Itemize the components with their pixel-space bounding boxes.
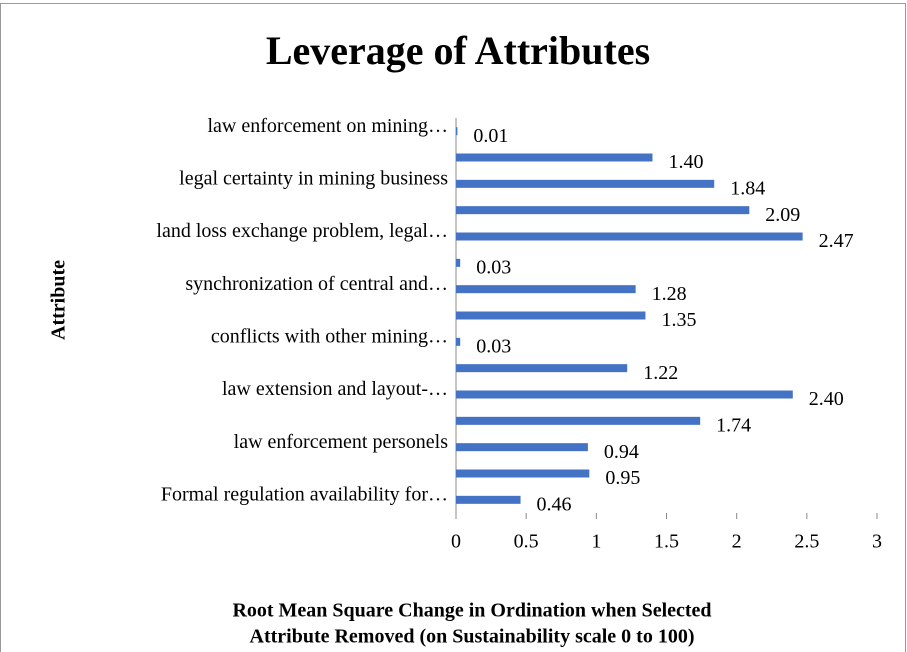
y-tick-label: legal certainty in mining business [179,167,448,189]
data-label: 0.01 [473,125,508,147]
data-label: 1.40 [668,151,703,173]
data-label: 1.35 [661,309,696,331]
x-axis-title: Attribute Removed (on Sustainability sca… [250,626,695,648]
data-label: 1.28 [652,283,687,305]
data-label: 1.74 [716,414,751,436]
bar [456,337,461,346]
y-tick-label: law enforcement personels [234,431,449,453]
x-tick-label: 1 [591,531,601,553]
bar [456,311,646,320]
x-tick-label: 1.5 [654,531,679,553]
bar [456,179,715,188]
y-tick-label: law enforcement on mining… [208,115,449,137]
chart-border [0,3,906,652]
x-tick-label: 0 [451,531,461,553]
data-label: 1.22 [643,362,678,384]
bar [456,127,458,136]
bar [456,390,793,399]
x-tick-label: 3 [872,531,882,553]
bar [456,416,701,425]
bar [456,232,803,241]
y-axis-title: Attribute [48,260,70,340]
data-label: 0.46 [537,493,572,515]
data-label: 0.03 [476,335,511,357]
bar [456,285,636,294]
y-tick-label: land loss exchange problem, legal… [156,220,448,242]
bar [456,364,628,373]
x-tick-label: 2 [732,531,742,553]
y-tick-label: conflicts with other mining… [211,325,448,347]
x-tick-label: 0.5 [514,531,539,553]
bar [456,258,461,267]
data-label: 0.94 [604,441,639,463]
x-tick-label: 2.5 [794,531,819,553]
chart-title: Leverage of Attributes [266,28,650,73]
y-tick-label: Formal regulation availability for… [161,483,448,505]
bar [456,495,521,504]
bar [456,153,653,162]
data-label: 2.40 [809,388,844,410]
data-label: 0.03 [476,256,511,278]
data-label: 2.09 [765,204,800,226]
y-tick-label: synchronization of central and… [185,273,448,295]
y-tick-label: law extension and layout-… [222,378,448,400]
bar [456,469,590,478]
bar [456,443,588,452]
data-label: 2.47 [819,230,854,252]
bar [456,206,750,215]
data-label: 0.95 [605,467,640,489]
data-label: 1.84 [730,177,765,199]
x-axis-title: Root Mean Square Change in Ordination wh… [232,600,711,622]
